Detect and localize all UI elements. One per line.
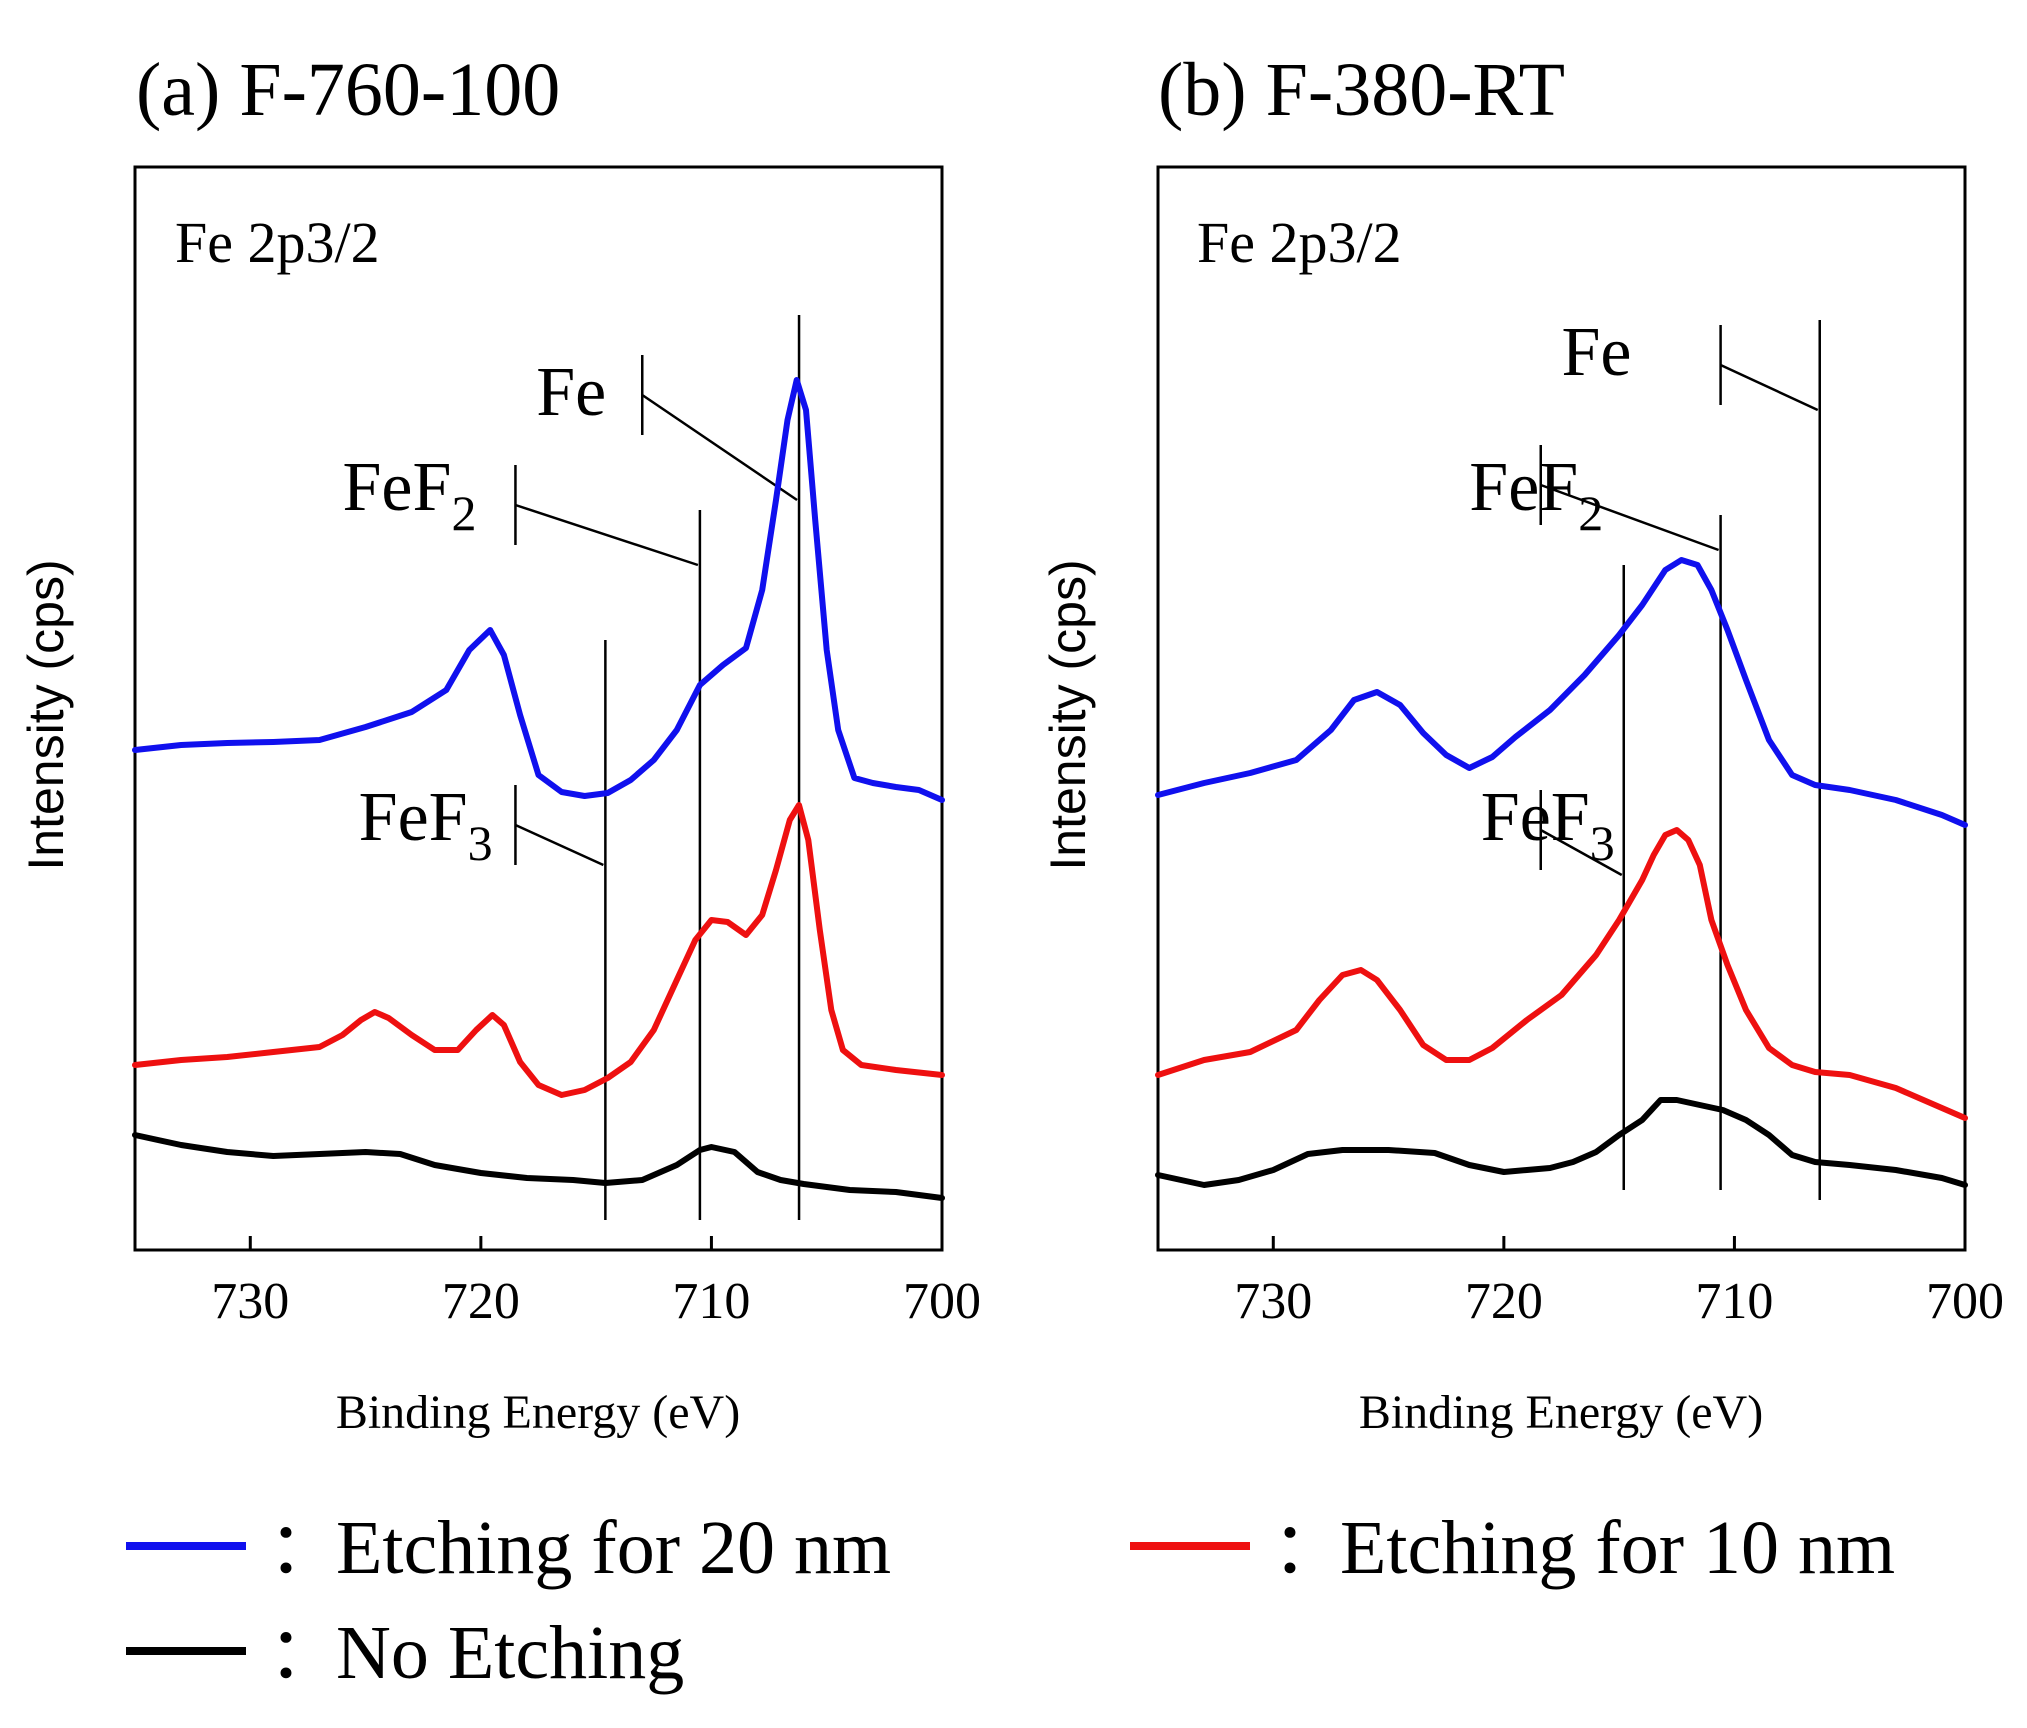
series-etching-for-10-nm [1155,827,1968,1121]
y-axis-label: Intensity (cps) [1040,559,1096,870]
legend-item-no-etching: ： No Etching [126,1611,684,1695]
x-tick-label: 730 [211,1273,289,1330]
spectrum-annotation: Fe 2p3/2 [175,210,380,275]
series-etching-for-20-nm [1155,557,1968,828]
panel-title: (a) F-760-100 [136,48,560,132]
ref-label-fe: Fe [536,354,606,431]
ref-label-fef3: FeF3 [359,779,493,871]
series-no-etching [132,1132,945,1201]
ref-label-fef2: FeF2 [1469,449,1603,541]
x-tick-label: 710 [672,1273,750,1330]
ref-leader-fef2 [515,503,699,567]
ref-leader-fef3 [514,823,604,867]
panel-a: (a) F-760-100 Fe 2p3/2 Fe FeF2 FeF3 730 720… [18,48,981,1439]
reference-lines: Fe FeF2 FeF3 [343,315,801,1220]
legend-label: No Etching [336,1611,684,1695]
spectra [1155,557,1968,1188]
ref-label-fef3: FeF3 [1481,779,1615,871]
ref-leader-fef2 [1540,483,1720,552]
x-tick-label: 700 [903,1273,981,1330]
legend-item-etching-10nm: ： Etching for 10 nm [1130,1506,1895,1590]
series-etching-for-20-nm [132,377,945,803]
legend-separator: ： [1272,1509,1344,1589]
legend-separator: ： [268,1614,340,1694]
ref-leader-fe [1720,363,1819,412]
legend-label: Etching for 10 nm [1340,1506,1895,1590]
legend-separator: ： [268,1509,340,1589]
series-no-etching [1155,1097,1968,1188]
x-axis-label: Binding Energy (eV) [336,1386,740,1439]
ref-label-fe: Fe [1562,314,1632,391]
legend-item-etching-20nm: ： Etching for 20 nm [126,1506,891,1590]
legend-label: Etching for 20 nm [336,1506,891,1590]
plot-frame [133,165,944,1252]
y-axis-label: Intensity (cps) [18,559,74,870]
panel-title: (b) F-380-RT [1158,48,1565,132]
x-axis: 730 720 710 700 [1234,1236,2004,1330]
x-tick-label: 720 [442,1273,520,1330]
x-tick-label: 720 [1465,1273,1543,1330]
x-tick-label: 700 [1926,1273,2004,1330]
reference-lines: Fe FeF2 FeF3 [1469,314,1821,1200]
x-axis: 730 720 710 700 [211,1236,981,1330]
ref-leader-fef3 [1540,828,1623,877]
spectrum-annotation: Fe 2p3/2 [1197,210,1402,275]
spectra [132,377,945,1201]
x-axis-label: Binding Energy (eV) [1359,1386,1763,1439]
ref-label-fef2: FeF2 [343,449,477,541]
legend: ： Etching for 20 nm ： Etching for 10 nm … [126,1506,1895,1695]
series-etching-for-10-nm [132,802,945,1098]
ref-leader-fe [641,393,798,502]
x-tick-label: 730 [1234,1273,1312,1330]
plot-frame [1156,165,1967,1252]
x-tick-label: 710 [1695,1273,1773,1330]
